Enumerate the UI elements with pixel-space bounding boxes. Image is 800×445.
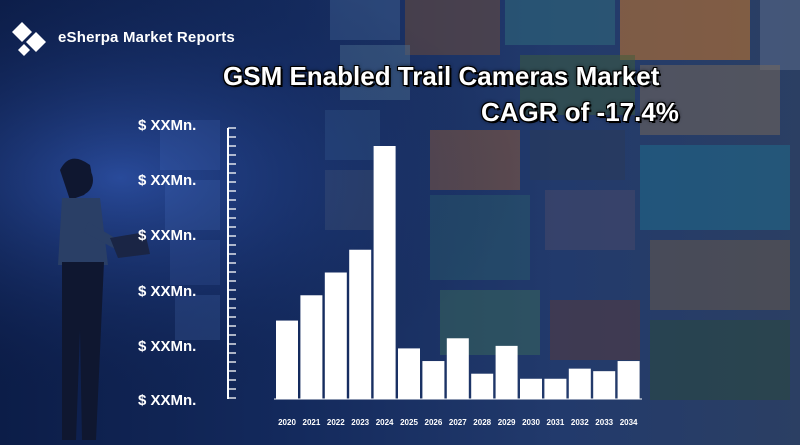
- x-tick-label-2021: 2021: [303, 418, 321, 427]
- bar-2031: [544, 378, 567, 399]
- y-axis-tick-label: $ XXMn.: [138, 117, 196, 134]
- bar-2024: [373, 146, 396, 399]
- y-axis-tick-label: $ XXMn.: [138, 283, 196, 300]
- bar-2027: [446, 338, 469, 399]
- bar-2029: [495, 345, 518, 399]
- brand-header: eSherpa Market Reports: [6, 14, 235, 60]
- x-tick-label-2024: 2024: [376, 418, 394, 427]
- x-tick-label-2020: 2020: [278, 418, 296, 427]
- x-tick-label-2026: 2026: [425, 418, 443, 427]
- x-tick-label-2028: 2028: [473, 418, 491, 427]
- x-tick-label-2023: 2023: [351, 418, 369, 427]
- bar-2032: [568, 368, 591, 399]
- x-axis-tick-labels: 2020 2021 2022 2023 2024 2025 2026 2027 2028 2029…: [278, 418, 638, 427]
- chart-title-line-1: GSM Enabled Trail Cameras Market: [223, 61, 660, 91]
- bar-2020: [276, 320, 298, 399]
- brand-name: eSherpa Market Reports: [58, 28, 235, 46]
- y-axis-tick-label: $ XXMn.: [138, 227, 196, 244]
- x-tick-label-2031: 2031: [547, 418, 565, 427]
- x-tick-label-2022: 2022: [327, 418, 345, 427]
- x-tick-label-2030: 2030: [522, 418, 540, 427]
- y-axis-tick-label: $ XXMn.: [138, 338, 196, 355]
- bar-2023: [349, 249, 372, 399]
- chart-title-line-2: CAGR of -17.4%: [481, 97, 679, 127]
- bar-2021: [300, 295, 323, 399]
- y-axis: $ XXMn. $ XXMn. $ XXMn. $ XXMn. $ XXMn. $ XXM…: [138, 117, 236, 409]
- bars: [274, 146, 642, 400]
- woman-with-laptop-silhouette: [58, 158, 150, 440]
- bar-2030: [520, 378, 542, 399]
- esherpa-logo-icon: [12, 22, 46, 56]
- x-tick-label-2029: 2029: [498, 418, 516, 427]
- x-tick-label-2027: 2027: [449, 418, 467, 427]
- x-tick-label-2025: 2025: [400, 418, 418, 427]
- bar-2034: [617, 361, 640, 399]
- x-tick-label-2033: 2033: [595, 418, 613, 427]
- bar-2026: [422, 361, 445, 399]
- y-axis-tick-label: $ XXMn.: [138, 172, 196, 189]
- bar-2033: [593, 371, 616, 399]
- bar-2025: [398, 348, 420, 399]
- x-tick-label-2032: 2032: [571, 418, 589, 427]
- x-tick-label-2034: 2034: [620, 418, 638, 427]
- bar-2022: [324, 272, 347, 399]
- y-axis-tick-label: $ XXMn.: [138, 392, 196, 409]
- bar-2028: [471, 373, 494, 399]
